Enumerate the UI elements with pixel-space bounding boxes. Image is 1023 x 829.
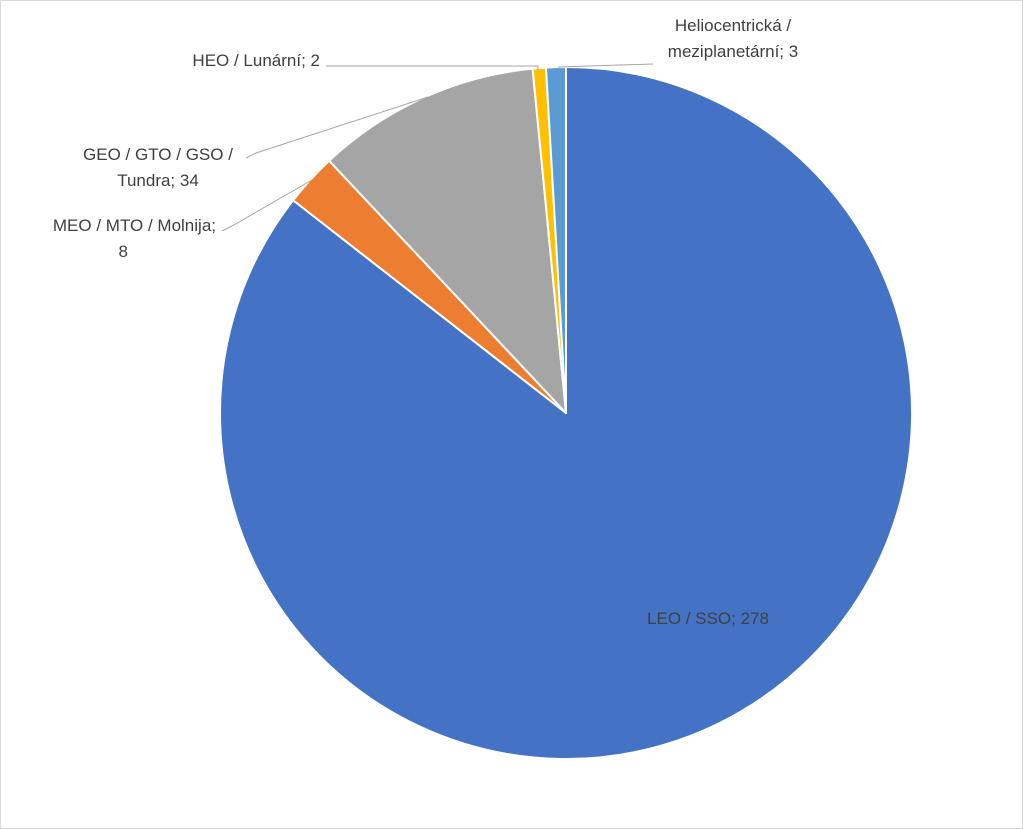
data-label-line: 8 (119, 242, 128, 261)
leader-line (557, 63, 654, 68)
leader-line (221, 179, 313, 232)
pie-slice-geo-gto-gso-tundra (328, 67, 567, 414)
data-label-line: HEO / Lunární; 2 (192, 51, 320, 70)
data-label-line: Tundra; 34 (117, 171, 199, 190)
data-label-line: LEO / SSO; 278 (647, 609, 769, 628)
data-label: GEO / GTO / GSO / Tundra; 34 (83, 145, 233, 190)
data-label: LEO / SSO; 278 (647, 609, 769, 628)
data-label: Heliocentrická / meziplanetární; 3 (668, 16, 798, 61)
data-label-line: GEO / GTO / GSO / (83, 145, 233, 164)
data-label-line: meziplanetární; 3 (668, 42, 798, 61)
leader-line (326, 65, 539, 70)
leader-line (245, 96, 429, 159)
data-label: HEO / Lunární; 2 (192, 51, 320, 70)
data-label-line: Heliocentrická / (675, 16, 791, 35)
data-label: MEO / MTO / Molnija; 8 (53, 216, 216, 261)
data-label-line: MEO / MTO / Molnija; (53, 216, 216, 235)
